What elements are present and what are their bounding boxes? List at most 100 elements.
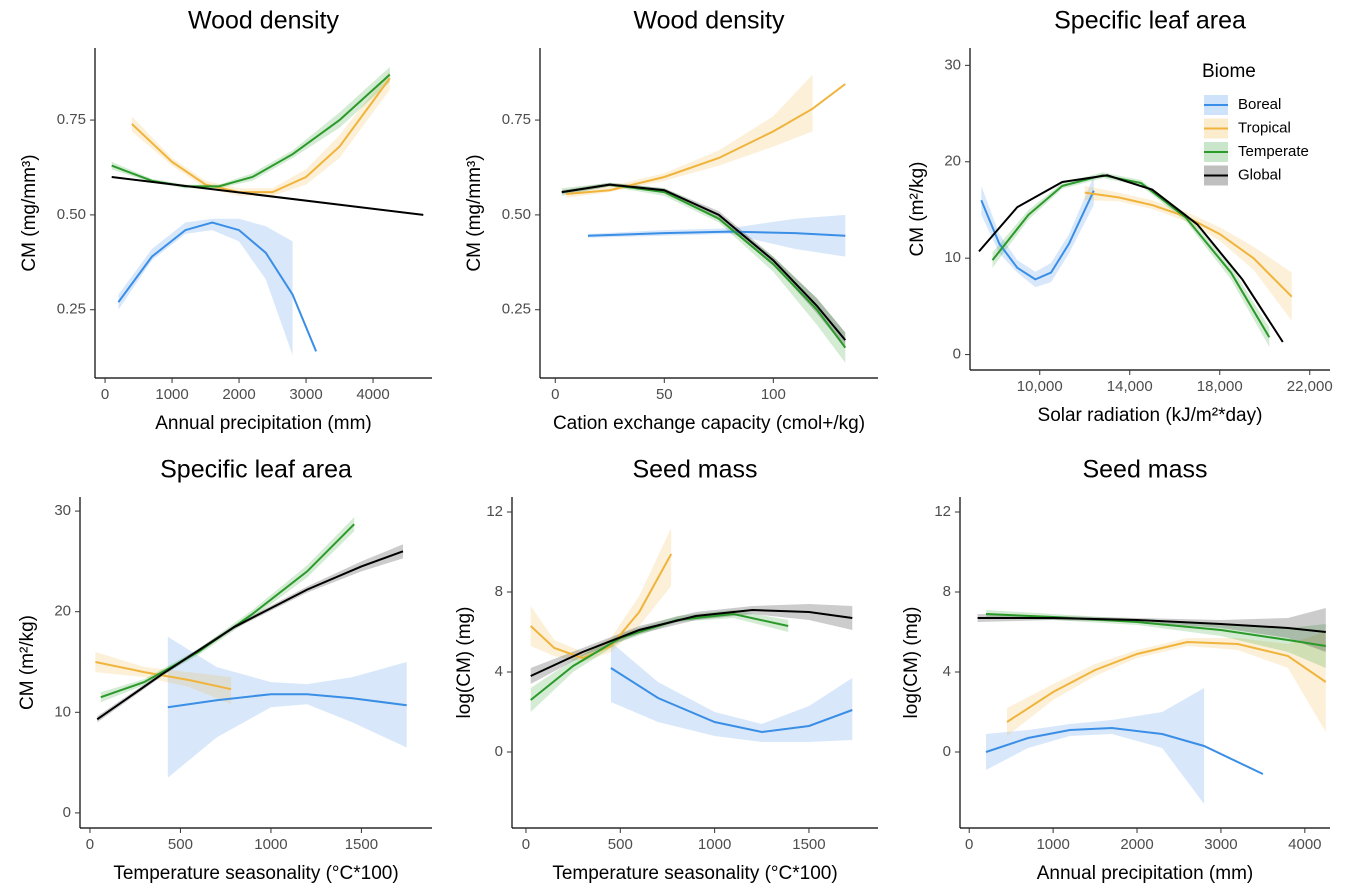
y-tick-label: 0.50 [502, 206, 531, 223]
x-tick-label: 22,000 [1287, 378, 1333, 395]
series-line [1084, 191, 1293, 298]
confidence-band [561, 182, 846, 363]
y-tick-label: 8 [943, 583, 951, 600]
confidence-band [986, 688, 1205, 804]
legend-label: Boreal [1238, 96, 1281, 113]
x-tick-label: 1000 [155, 386, 188, 403]
y-axis-title: CM (mg/mm³) [19, 154, 40, 271]
x-axis-title: Temperature seasonality (°C*100) [552, 863, 837, 883]
confidence-band [610, 642, 853, 742]
x-axis-title: Cation exchange capacity (cmol+/kg) [553, 413, 865, 434]
confidence-band [530, 604, 853, 684]
y-tick-label: 12 [486, 503, 503, 520]
y-tick-label: 0.75 [57, 111, 86, 128]
y-tick-label: 0 [495, 743, 503, 760]
x-tick-label: 4000 [356, 386, 389, 403]
y-tick-label: 0.25 [502, 301, 531, 318]
x-tick-label: 1500 [792, 836, 825, 853]
y-tick-label: 4 [943, 663, 951, 680]
series-line [985, 726, 1264, 775]
x-tick-label: 2000 [1120, 836, 1153, 853]
series-line [978, 174, 1284, 343]
y-axis-title: CM (m²/kg) [17, 615, 38, 710]
x-tick-label: 14,000 [1107, 378, 1153, 395]
series-line [985, 613, 1326, 647]
x-tick-label: 4000 [1288, 836, 1321, 853]
y-tick-label: 20 [944, 153, 961, 170]
y-tick-label: 10 [54, 703, 71, 720]
series-line [111, 176, 424, 216]
y-tick-label: 10 [944, 249, 961, 266]
series-line [530, 612, 789, 701]
x-tick-label: 3000 [1204, 836, 1237, 853]
series-line [117, 221, 318, 352]
y-tick-label: 0.25 [57, 301, 86, 318]
x-tick-label: 1000 [698, 836, 731, 853]
x-tick-label: 18,000 [1197, 378, 1243, 395]
legend-label: Tropical [1238, 119, 1291, 136]
x-tick-label: 2000 [222, 386, 255, 403]
chart-title: Wood density [633, 7, 785, 35]
series-line [587, 230, 846, 237]
x-tick-label: 0 [101, 386, 109, 403]
y-tick-label: 30 [54, 502, 71, 519]
y-tick-label: 12 [934, 503, 951, 520]
panel: Seed mass Annual precipitation (mm) log(CM… [901, 456, 1330, 883]
x-tick-label: 100 [761, 386, 786, 403]
x-axis-title: Annual precipitation (mm) [1037, 863, 1253, 883]
chart-title: Specific leaf area [1054, 7, 1246, 35]
panel: Wood density Cation exchange capacity (cm… [464, 7, 878, 434]
x-tick-label: 1000 [1036, 836, 1069, 853]
panel: Seed mass Temperature seasonality (°C*100… [454, 456, 878, 883]
series-line [95, 661, 232, 691]
x-tick-label: 1000 [254, 836, 287, 853]
chart-title: Wood density [188, 7, 340, 35]
confidence-band [95, 651, 232, 705]
chart-title: Seed mass [632, 456, 757, 484]
x-tick-label: 50 [656, 386, 673, 403]
y-tick-label: 0 [953, 346, 961, 363]
y-axis-title: log(CM) (mg) [901, 607, 922, 719]
series-line [977, 617, 1326, 633]
series-line [610, 667, 853, 734]
x-tick-label: 500 [168, 836, 193, 853]
confidence-band [131, 70, 390, 196]
x-tick-label: 0 [551, 386, 559, 403]
y-tick-label: 0.50 [57, 206, 86, 223]
series-line [131, 77, 391, 194]
y-tick-label: 0.75 [502, 111, 531, 128]
y-tick-label: 0 [943, 743, 951, 760]
legend-title: Biome [1202, 61, 1256, 82]
x-tick-label: 0 [522, 836, 530, 853]
series-line [1006, 640, 1327, 723]
legend-label: Global [1238, 166, 1281, 183]
panel: Specific leaf area Temperature seasonalit… [17, 456, 432, 883]
series-line [566, 83, 846, 195]
confidence-band [981, 176, 1094, 288]
series-line [561, 183, 847, 341]
x-tick-label: 10,000 [1017, 378, 1063, 395]
panel: Specific leaf area Solar radiation (kJ/m²… [907, 7, 1333, 426]
x-tick-label: 0 [86, 836, 94, 853]
x-axis-title: Temperature seasonality (°C*100) [113, 863, 398, 883]
x-tick-label: 3000 [289, 386, 322, 403]
confidence-band [167, 636, 407, 778]
confidence-band [118, 218, 293, 356]
series-line [980, 190, 1095, 281]
series-line [96, 550, 404, 721]
panel: Wood density Annual precipitation (mm) CM … [19, 7, 432, 434]
x-tick-label: 500 [608, 836, 633, 853]
y-axis-title: CM (mg/mm³) [464, 154, 485, 271]
y-axis-title: log(CM) (mg) [454, 607, 475, 719]
y-tick-label: 20 [54, 603, 71, 620]
chart-title: Specific leaf area [160, 456, 352, 484]
legend: Biome Boreal Tropical Temperate Global [1202, 61, 1309, 186]
x-axis-title: Solar radiation (kJ/m²*day) [1038, 405, 1263, 426]
y-tick-label: 8 [495, 583, 503, 600]
x-tick-label: 0 [965, 836, 973, 853]
confidence-band [530, 528, 672, 662]
confidence-band [566, 74, 813, 198]
confidence-band [588, 214, 846, 257]
series-line [167, 693, 407, 709]
